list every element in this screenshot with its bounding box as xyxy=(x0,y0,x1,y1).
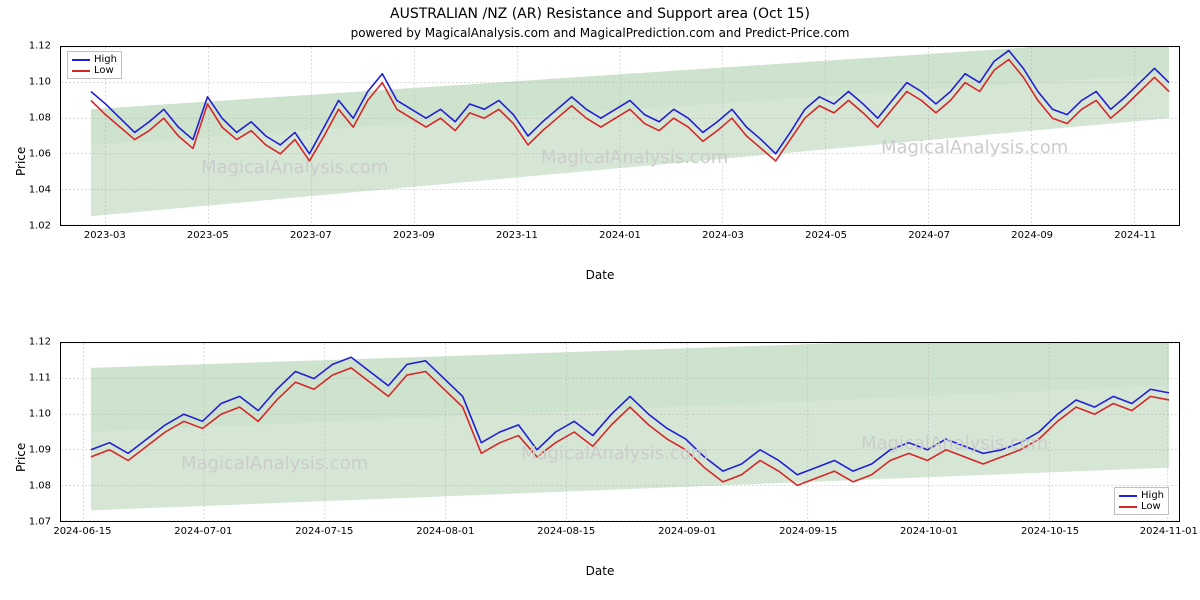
panel1-plot: MagicalAnalysis.com MagicalAnalysis.com … xyxy=(60,46,1180,226)
panel2-plot: MagicalAnalysis.com MagicalAnalysis.com … xyxy=(60,342,1180,522)
panel2-xticks: 2024-06-152024-07-012024-07-152024-08-01… xyxy=(60,522,1180,536)
panel1-legend: HighLow xyxy=(67,51,122,79)
panel2-legend: HighLow xyxy=(1114,487,1169,515)
panel1-xlabel: Date xyxy=(0,268,1200,282)
panel2-yticks: 1.071.081.091.101.111.12 xyxy=(0,342,55,522)
chart-subtitle: powered by MagicalAnalysis.com and Magic… xyxy=(0,22,1200,44)
panel-1: 1.021.041.061.081.101.12 Price MagicalAn… xyxy=(0,46,1200,282)
panel1-ylabel: Price xyxy=(14,147,28,176)
chart-title: AUSTRALIAN /NZ (AR) Resistance and Suppo… xyxy=(0,0,1200,22)
panel2-ylabel: Price xyxy=(14,443,28,472)
panel-2: 1.071.081.091.101.111.12 Price MagicalAn… xyxy=(0,342,1200,578)
panel1-xticks: 2023-032023-052023-072023-092023-112024-… xyxy=(60,226,1180,240)
panel1-yticks: 1.021.041.061.081.101.12 xyxy=(0,46,55,226)
panel2-xlabel: Date xyxy=(0,564,1200,578)
